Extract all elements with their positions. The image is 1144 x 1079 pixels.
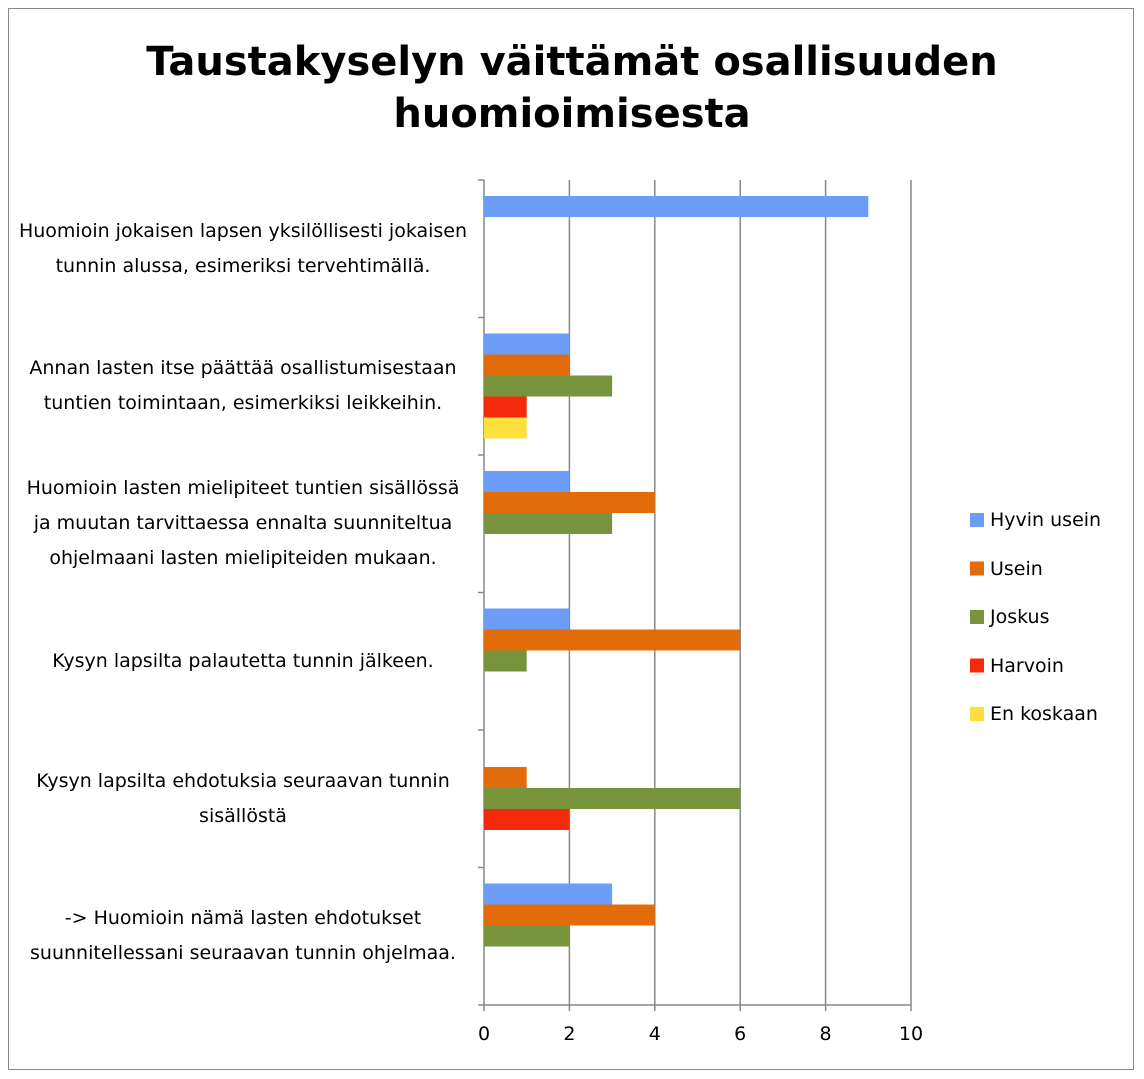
legend-swatch <box>970 513 984 527</box>
bar <box>484 375 613 397</box>
x-tick-label: 6 <box>734 1023 746 1045</box>
y-tick-label: Huomioin jokaisen lapsen yksilöllisesti … <box>18 219 468 277</box>
legend-swatch <box>970 610 984 624</box>
bar <box>484 629 741 651</box>
bar <box>484 396 527 418</box>
x-tick-label: 10 <box>899 1023 923 1045</box>
bar <box>484 492 655 513</box>
x-tick-label: 2 <box>563 1023 575 1045</box>
bar <box>484 925 570 947</box>
bar <box>484 417 527 439</box>
chart-title: Taustakyselyn väittämät osallisuuden huo… <box>146 39 998 137</box>
legend-label: Hyvin usein <box>990 509 1102 531</box>
bar <box>484 809 570 830</box>
y-tick-label: Annan lasten itse päättää osallistumises… <box>29 357 457 415</box>
y-tick-label: -> Huomioin nämä lasten ehdotukset suunn… <box>30 907 456 965</box>
bar <box>484 883 613 905</box>
y-tick-label: Kysyn lapsilta ehdotuksia seuraavan tunn… <box>36 769 450 827</box>
bar <box>484 354 570 376</box>
y-tick-label: Kysyn lapsilta palautetta tunnin jälkeen… <box>52 649 434 672</box>
legend-swatch <box>970 658 984 673</box>
x-tick-label: 8 <box>820 1023 832 1045</box>
bar <box>484 650 527 672</box>
bar <box>484 608 570 630</box>
chart-frame <box>8 8 1134 1070</box>
y-tick-label: Huomioin lasten mielipiteet tuntien sisä… <box>26 477 460 570</box>
x-tick-label: 4 <box>649 1023 661 1045</box>
bar <box>484 196 869 217</box>
x-tick-label: 0 <box>478 1023 490 1045</box>
bar <box>484 904 655 926</box>
legend-label: En koskaan <box>990 703 1098 725</box>
legend-swatch <box>970 707 984 721</box>
bar <box>484 471 570 492</box>
legend-label: Joskus <box>990 606 1050 628</box>
legend-swatch <box>970 561 984 576</box>
bar <box>484 513 613 534</box>
bar <box>484 767 527 788</box>
legend-label: Usein <box>990 557 1043 580</box>
legend-label: Harvoin <box>990 654 1064 677</box>
bar <box>484 333 570 355</box>
bar <box>484 788 741 809</box>
